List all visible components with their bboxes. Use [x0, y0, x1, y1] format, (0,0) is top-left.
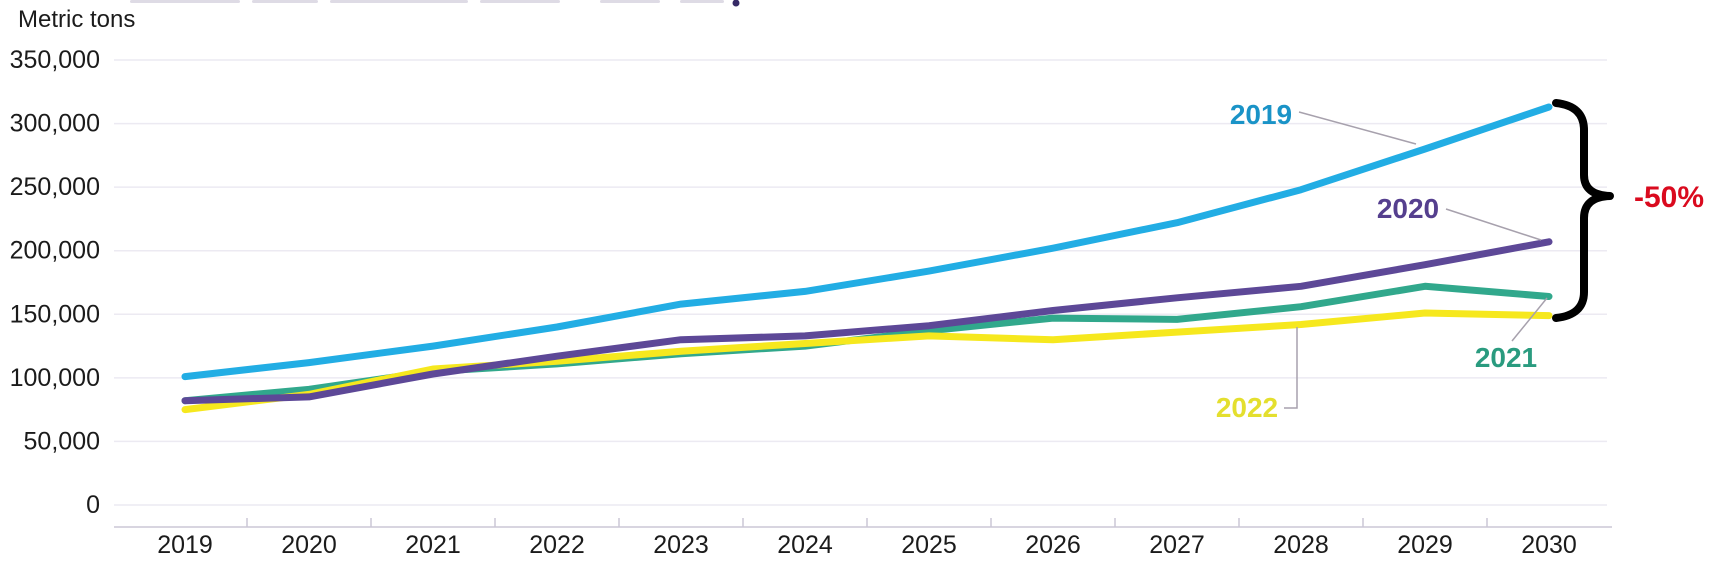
series-label-2021: 2021 [1475, 342, 1537, 373]
clipped-title-fragment [600, 0, 660, 3]
y-axis-title: Metric tons [18, 6, 136, 33]
y-tick-label: 100,000 [10, 364, 100, 392]
x-tick-label: 2022 [529, 531, 585, 559]
x-tick-label: 2026 [1025, 531, 1081, 559]
y-tick-label: 300,000 [10, 110, 100, 138]
label-leader-line [1284, 327, 1298, 409]
label-leader-line [1511, 297, 1548, 342]
x-tick-label: 2029 [1397, 531, 1453, 559]
clipped-title-fragment [480, 0, 560, 3]
y-tick-label: 250,000 [10, 173, 100, 201]
series-line-2019 [181, 103, 1553, 381]
series-label-2022: 2022 [1216, 392, 1278, 423]
clipped-title-fragment [732, 0, 740, 7]
x-tick-label: 2025 [901, 531, 957, 559]
y-tick-label: 0 [86, 491, 100, 519]
clipped-title-fragment [680, 0, 724, 3]
series-label-2020: 2020 [1377, 193, 1439, 224]
x-tick-label: 2023 [653, 531, 709, 559]
x-tick-label: 2028 [1273, 531, 1329, 559]
x-tick-label: 2020 [281, 531, 337, 559]
y-tick-label: 150,000 [10, 300, 100, 328]
series-line-2022 [181, 309, 1553, 414]
series-line-2020 [181, 238, 1553, 405]
clipped-title-fragment [330, 0, 468, 3]
x-tick-label: 2024 [777, 531, 833, 559]
y-tick-label: 200,000 [10, 237, 100, 265]
label-leader-line [1445, 208, 1542, 241]
annotation-minus-50: -50% [1634, 181, 1704, 214]
clipped-title-fragment [252, 0, 318, 3]
x-tick-label: 2021 [405, 531, 461, 559]
label-leader-line [1298, 111, 1417, 145]
x-tick-label: 2027 [1149, 531, 1205, 559]
x-tick-label: 2030 [1521, 531, 1577, 559]
y-tick-label: 350,000 [10, 46, 100, 74]
y-tick-label: 50,000 [24, 427, 100, 455]
x-tick-label: 2019 [157, 531, 213, 559]
series-label-2019: 2019 [1230, 99, 1292, 130]
bracket-annotation [1552, 99, 1614, 322]
clipped-title-fragment [130, 0, 240, 3]
